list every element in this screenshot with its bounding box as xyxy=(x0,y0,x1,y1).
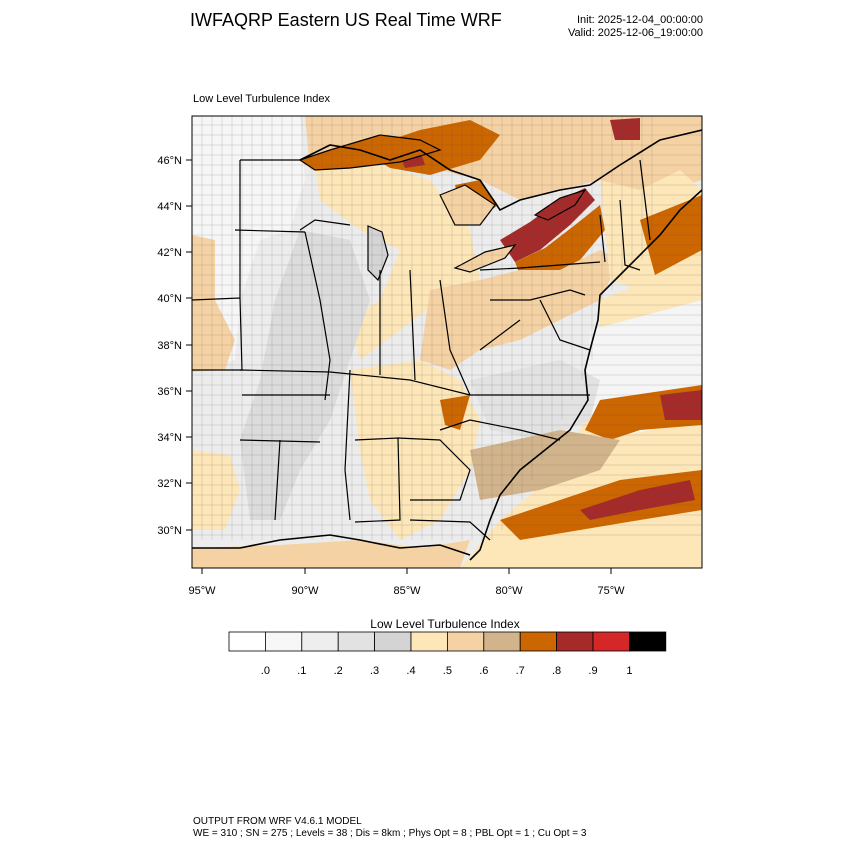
lat-labels: 46°N 44°N 42°N 40°N 38°N 36°N 34°N 32°N … xyxy=(157,155,182,537)
colorbar-label: .4 xyxy=(406,665,415,677)
colorbar-swatch xyxy=(264,631,303,652)
colorbar-swatch xyxy=(483,631,521,652)
state-boundaries xyxy=(192,159,651,541)
appalachia-tan-field xyxy=(420,250,620,370)
lat-label: 30°N xyxy=(157,525,182,537)
lat-label: 34°N xyxy=(157,432,182,444)
colorbar-labels: .0 .1 .2 .3 .4 .5 .6 .7 .8 .9 1 xyxy=(261,665,633,677)
footer-config: WE = 310 ; SN = 275 ; Levels = 38 ; Dis … xyxy=(193,828,587,839)
lat-label: 42°N xyxy=(157,247,182,259)
lat-axis xyxy=(186,159,192,531)
kansas-tan-field xyxy=(192,235,235,372)
map-frame xyxy=(191,115,703,569)
colorbar-label: .8 xyxy=(552,665,561,677)
map-area xyxy=(192,116,702,568)
colorbar-label: .3 xyxy=(370,665,379,677)
quebec-red-field xyxy=(610,118,640,140)
colorbar-swatch xyxy=(629,631,667,652)
carolina-gray-field xyxy=(470,360,600,440)
page-title: IWFAQRP Eastern US Real Time WRF xyxy=(190,10,502,30)
lon-label: 95°W xyxy=(188,585,216,597)
midwest-tan-field xyxy=(315,165,480,360)
lat-label: 46°N xyxy=(157,155,182,167)
lat-label: 36°N xyxy=(157,386,182,398)
lon-label: 85°W xyxy=(393,585,421,597)
lon-label: 90°W xyxy=(291,585,319,597)
init-time: Init: 2025-12-04_00:00:00 xyxy=(577,14,703,26)
gulf-of-mexico xyxy=(192,540,470,568)
lon-label: 75°W xyxy=(597,585,625,597)
lat-label: 44°N xyxy=(157,201,182,213)
colorbar-label: .0 xyxy=(261,665,270,677)
texas-tan-field xyxy=(192,450,240,530)
lat-label: 32°N xyxy=(157,478,182,490)
colorbar-swatch xyxy=(301,631,339,652)
lat-label: 40°N xyxy=(157,293,182,305)
lon-axis xyxy=(201,568,612,574)
footer-model: OUTPUT FROM WRF V4.6.1 MODEL xyxy=(193,816,362,827)
colorbar-label: .6 xyxy=(479,665,488,677)
colorbar-label: .5 xyxy=(443,665,452,677)
colorbar-label: .7 xyxy=(516,665,525,677)
ny-orange-band xyxy=(515,205,605,275)
atlantic-red-band-south xyxy=(580,480,695,520)
colorbar-swatch xyxy=(228,631,266,652)
valid-time: Valid: 2025-12-06_19:00:00 xyxy=(568,27,703,39)
lon-label: 80°W xyxy=(495,585,523,597)
field-label: Low Level Turbulence Index xyxy=(193,93,330,105)
colorbar-label: .1 xyxy=(297,665,306,677)
colorbar xyxy=(228,631,667,652)
colorbar-swatch xyxy=(337,631,376,652)
lat-label: 38°N xyxy=(157,340,182,352)
county-grid xyxy=(192,116,702,540)
lake-michigan xyxy=(367,225,389,282)
colorbar-swatch xyxy=(446,631,485,652)
colorbar-swatch xyxy=(556,631,594,652)
lon-labels: 95°W 90°W 85°W 80°W 75°W xyxy=(188,585,625,597)
colorbar-swatch xyxy=(410,631,448,652)
coastlines xyxy=(192,129,702,561)
west-light-field xyxy=(192,116,305,370)
colorbar-title: Low Level Turbulence Index xyxy=(370,617,520,631)
colorbar-label: 1 xyxy=(626,665,632,677)
colorbar-swatch xyxy=(519,631,558,652)
carolina-orange-spot xyxy=(440,395,470,430)
lake-erie xyxy=(453,244,517,273)
colorbar-swatch xyxy=(374,631,412,652)
colorbar-label: .9 xyxy=(588,665,597,677)
colorbar-swatch xyxy=(592,631,630,652)
colorbar-label: .2 xyxy=(334,665,343,677)
